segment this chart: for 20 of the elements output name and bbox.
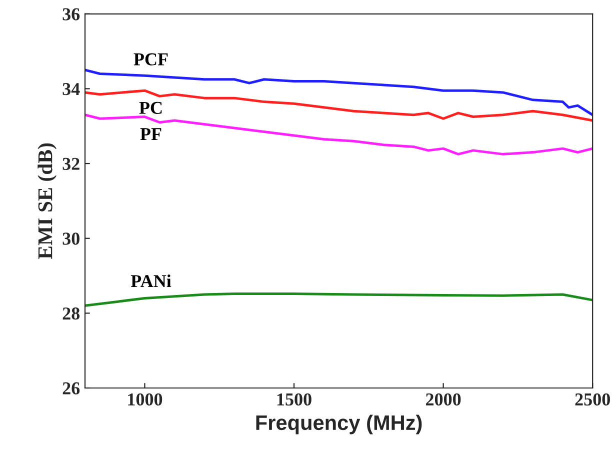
line-series — [85, 292, 593, 307]
series-label: PANi — [130, 274, 172, 288]
y-tick-label: 32 — [62, 158, 80, 170]
line-series — [85, 68, 593, 116]
x-tick-label: 1000 — [128, 393, 162, 406]
y-tick-label: 36 — [62, 8, 80, 20]
y-axis-title: EMI SE (dB) — [38, 143, 57, 260]
y-tick-label: 34 — [62, 83, 80, 96]
line-series — [85, 89, 593, 122]
y-tick-label: 26 — [62, 382, 80, 394]
x-tick-label: 2500 — [575, 393, 610, 406]
y-tick-label: 28 — [62, 307, 80, 320]
x-axis-title: Frequency (MHz) — [256, 414, 422, 434]
series-label: PCF — [134, 53, 168, 66]
series-label: PC — [139, 102, 162, 114]
line-series — [85, 114, 593, 156]
x-tick-label: 1500 — [277, 393, 312, 406]
y-tick-label: 30 — [62, 232, 80, 245]
series-label: PF — [140, 128, 162, 140]
x-tick-label: 2000 — [426, 393, 461, 406]
